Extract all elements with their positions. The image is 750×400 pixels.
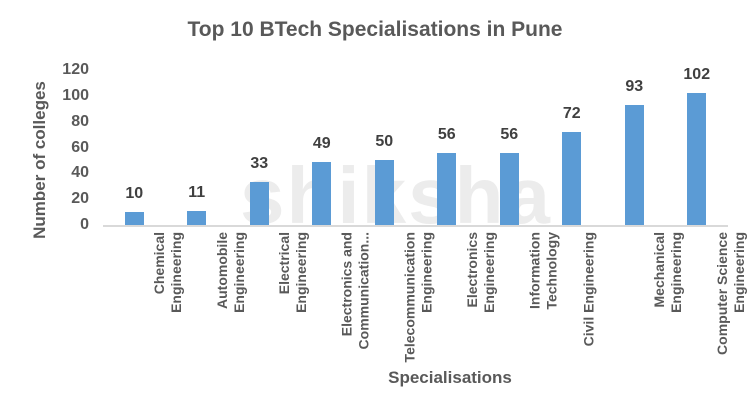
bar	[499, 152, 519, 225]
data-label: 102	[683, 66, 711, 84]
y-tick-label: 60	[71, 138, 89, 156]
chart-title: Top 10 BTech Specialisations in Pune	[187, 18, 563, 41]
bar	[624, 104, 644, 225]
bar	[187, 210, 207, 225]
x-axis-line	[103, 225, 728, 227]
data-label: 10	[125, 185, 144, 203]
bar	[249, 182, 269, 225]
y-tick-label: 100	[62, 86, 89, 104]
data-label: 93	[625, 77, 644, 95]
x-axis-label: Specialisations	[388, 368, 512, 387]
data-label: 56	[500, 125, 519, 143]
y-axis-label: Number of colleges	[30, 81, 49, 239]
data-label: 72	[562, 105, 581, 122]
data-label: 11	[188, 183, 206, 201]
bar	[312, 161, 332, 225]
data-label: 56	[437, 125, 456, 143]
bar	[562, 132, 582, 225]
y-tick-label: 20	[71, 190, 89, 208]
data-label: 50	[375, 133, 394, 151]
data-label: 33	[250, 155, 269, 173]
y-tick-label: 80	[71, 112, 89, 130]
bar	[437, 152, 457, 225]
y-tick-label: 0	[80, 216, 89, 233]
bar	[124, 212, 144, 225]
y-tick-label: 120	[62, 61, 89, 78]
bar	[374, 160, 394, 225]
y-tick-label: 40	[71, 164, 89, 182]
data-label: 49	[312, 134, 331, 152]
bar	[687, 93, 707, 225]
